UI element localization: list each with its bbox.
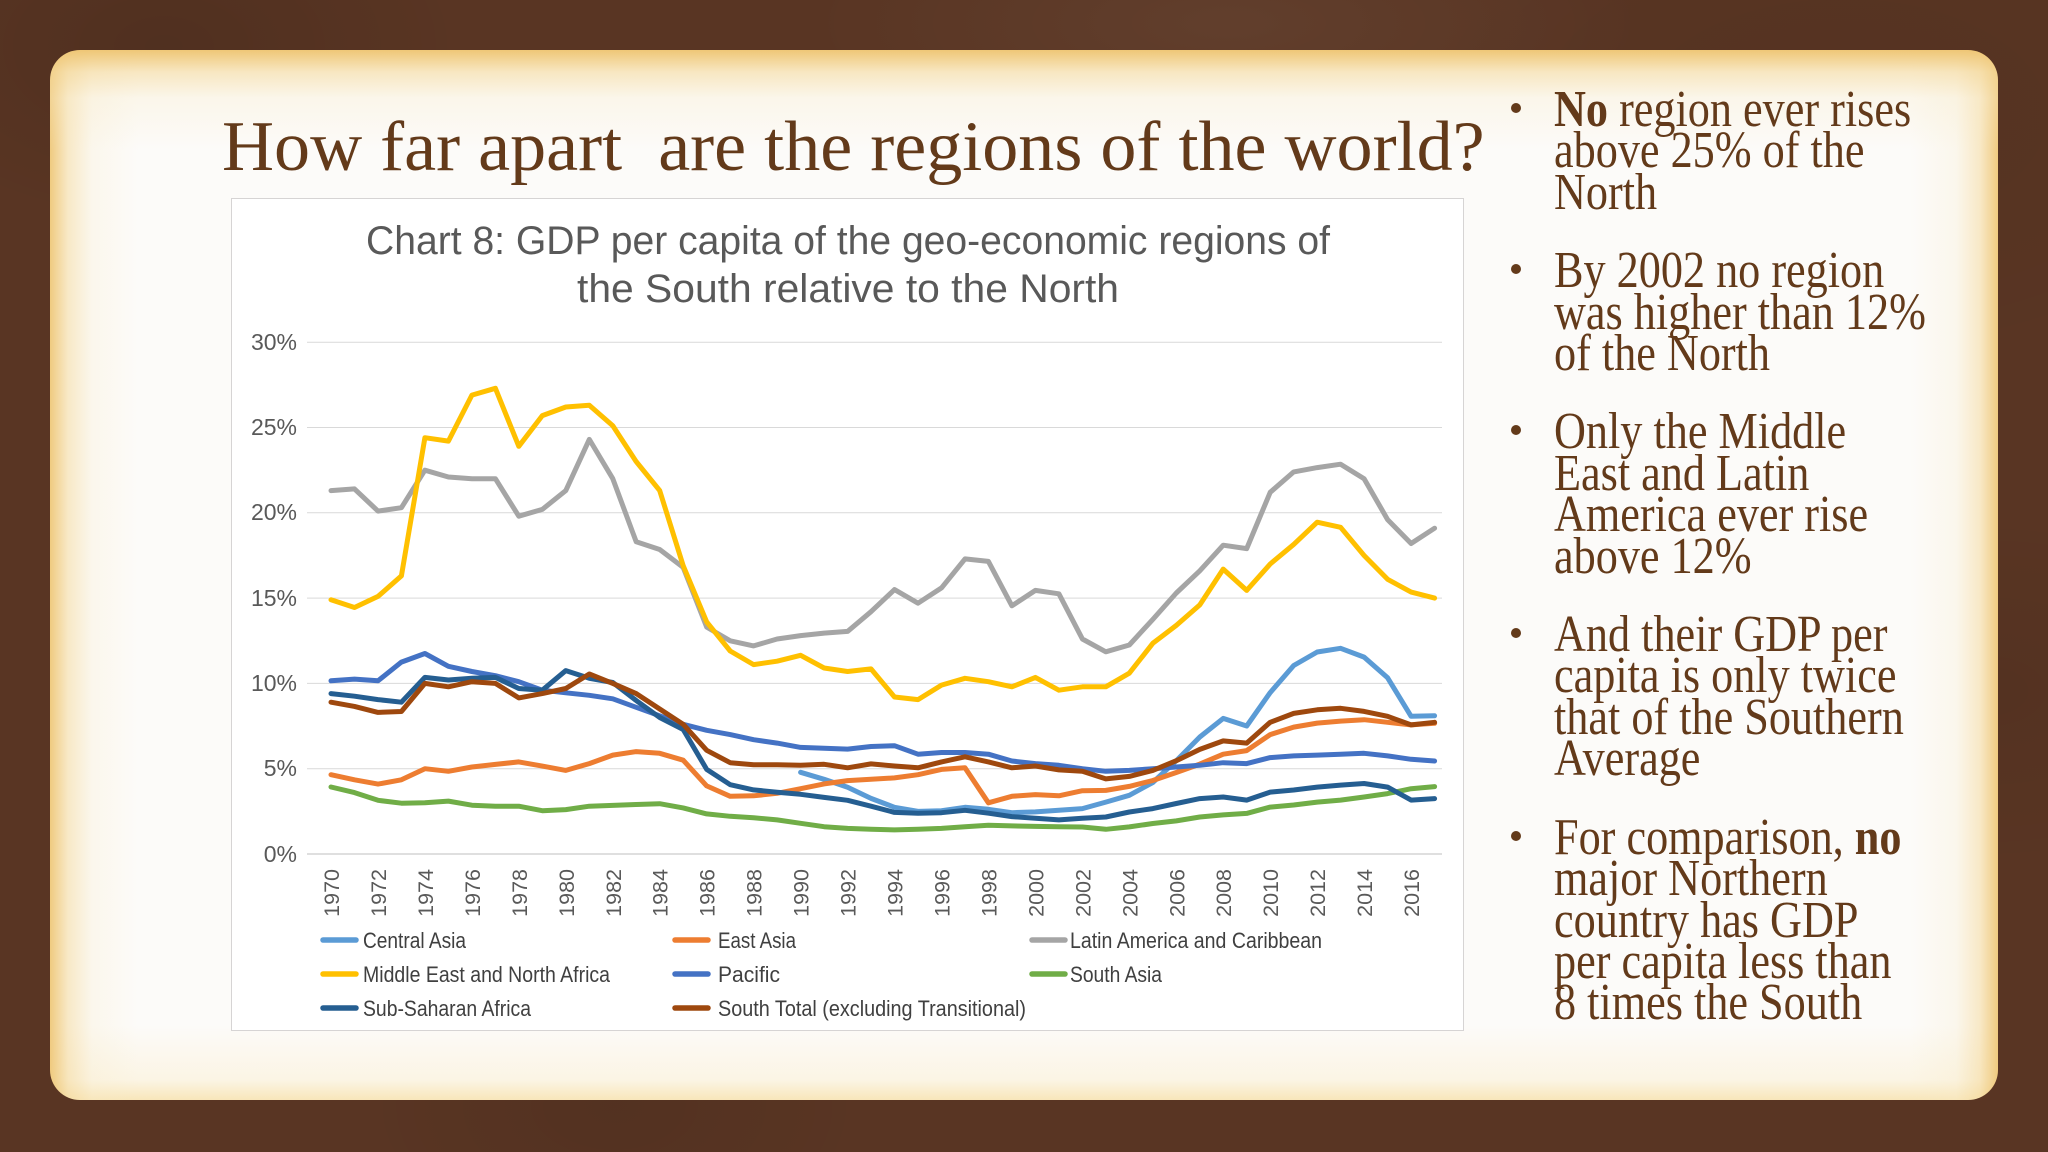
svg-text:2012: 2012	[1306, 869, 1330, 917]
svg-text:20%: 20%	[251, 499, 297, 525]
svg-text:1974: 1974	[414, 869, 438, 917]
svg-text:1980: 1980	[555, 869, 579, 917]
svg-text:2006: 2006	[1165, 869, 1189, 917]
svg-text:1978: 1978	[508, 869, 532, 917]
svg-text:2000: 2000	[1024, 869, 1048, 917]
svg-text:1990: 1990	[790, 869, 814, 917]
svg-text:1972: 1972	[367, 869, 391, 917]
svg-text:0%: 0%	[264, 841, 297, 867]
svg-text:2004: 2004	[1118, 869, 1142, 917]
svg-text:2016: 2016	[1400, 869, 1424, 917]
svg-text:Middle East and North Africa: Middle East and North Africa	[363, 962, 610, 987]
svg-text:Central Asia: Central Asia	[363, 928, 466, 953]
svg-text:South Asia: South Asia	[1070, 962, 1162, 987]
svg-text:1996: 1996	[931, 869, 955, 917]
svg-text:1984: 1984	[649, 869, 673, 917]
svg-text:2014: 2014	[1353, 869, 1377, 917]
svg-text:2002: 2002	[1071, 869, 1095, 917]
svg-text:2010: 2010	[1259, 869, 1283, 917]
svg-text:Chart 8: GDP per capita of the: Chart 8: GDP per capita of the geo-econo…	[366, 219, 1331, 263]
svg-text:1988: 1988	[743, 869, 767, 917]
svg-text:25%: 25%	[251, 414, 297, 440]
svg-text:15%: 15%	[251, 585, 297, 611]
svg-text:5%: 5%	[264, 755, 297, 781]
svg-text:Sub-Saharan Africa: Sub-Saharan Africa	[363, 996, 531, 1021]
svg-text:1982: 1982	[602, 869, 626, 917]
svg-text:1986: 1986	[696, 869, 720, 917]
svg-text:1976: 1976	[461, 869, 485, 917]
svg-text:10%: 10%	[251, 670, 297, 696]
svg-text:1994: 1994	[884, 869, 908, 917]
svg-text:30%: 30%	[251, 329, 297, 355]
svg-text:1970: 1970	[320, 869, 344, 917]
svg-text:2008: 2008	[1212, 869, 1236, 917]
svg-text:1992: 1992	[837, 869, 861, 917]
svg-text:Latin America and Caribbean: Latin America and Caribbean	[1070, 928, 1322, 953]
svg-text:the South relative to the Nort: the South relative to the North	[577, 267, 1119, 311]
svg-text:South Total (excluding Transit: South Total (excluding Transitional)	[718, 996, 1026, 1021]
svg-text:East Asia: East Asia	[718, 928, 796, 953]
svg-text:Pacific: Pacific	[718, 962, 780, 987]
svg-text:1998: 1998	[977, 869, 1001, 917]
